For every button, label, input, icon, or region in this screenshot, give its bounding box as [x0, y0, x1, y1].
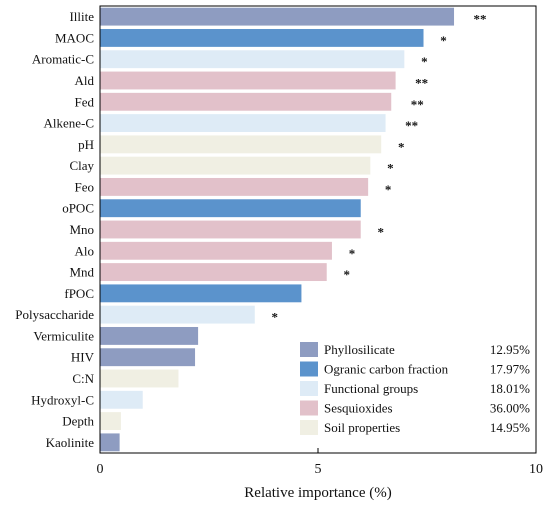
legend-share: 36.00%: [490, 401, 530, 416]
category-label: Hydroxyl-C: [31, 392, 94, 407]
category-label: Vermiculite: [33, 328, 94, 343]
bar-ph: [100, 135, 382, 154]
legend-label: Soil properties: [324, 420, 400, 435]
legend-label: Phyllosilicate: [324, 342, 395, 357]
x-tick-label: 5: [315, 462, 322, 477]
bar-fpoc: [100, 284, 302, 303]
bar-depth: [100, 412, 121, 431]
legend-swatch: [300, 381, 318, 396]
category-label: Feo: [75, 179, 95, 194]
category-label: Aromatic-C: [32, 52, 94, 67]
legend: Phyllosilicate 12.95% Ogranic carbon fract…: [300, 342, 530, 435]
legend-label: Ogranic carbon fraction: [324, 362, 449, 377]
category-label: fPOC: [64, 286, 94, 301]
x-axis-title: Relative importance (%): [244, 485, 391, 501]
bar-c-n: [100, 369, 179, 388]
bar-feo: [100, 177, 369, 196]
significance-mark: *: [343, 267, 350, 282]
category-label: Mnd: [69, 265, 94, 280]
bar-aromatic-c: [100, 50, 405, 69]
category-labels: Illite MAOC Aromatic-C Ald Fed Alkene-C pH Clay…: [15, 9, 94, 450]
legend-share: 17.97%: [490, 362, 530, 377]
legend-swatch: [300, 400, 318, 416]
category-label: Polysaccharide: [15, 307, 94, 322]
bars-layer: [100, 7, 455, 452]
significance-marks: *****************: [272, 12, 487, 325]
significance-mark: *: [421, 54, 428, 69]
category-label: Alkene-C: [43, 116, 94, 131]
category-label: C:N: [72, 371, 94, 386]
significance-mark: *: [349, 246, 356, 261]
category-label: MAOC: [55, 30, 94, 45]
bar-opoc: [100, 199, 361, 218]
legend-swatch: [300, 342, 318, 357]
x-axis-ticks: 0 5 10: [97, 448, 543, 477]
category-label: HIV: [71, 350, 95, 365]
bar-fed: [100, 92, 392, 111]
legend-share: 14.95%: [490, 420, 530, 435]
bar-polysaccharide: [100, 305, 255, 324]
bar-vermiculite: [100, 326, 199, 345]
bar-mnd: [100, 263, 327, 282]
bar-maoc: [100, 28, 424, 47]
bar-hydroxyl-c: [100, 390, 143, 409]
bar-alkene-c: [100, 114, 386, 133]
category-label: Alo: [75, 243, 95, 258]
significance-mark: *: [440, 33, 447, 48]
category-label: Mno: [69, 222, 94, 237]
category-label: Fed: [75, 94, 95, 109]
legend-swatch: [300, 420, 318, 435]
legend-share: 12.95%: [490, 342, 530, 357]
legend-share: 18.01%: [490, 381, 530, 396]
bar-illite: [100, 7, 455, 26]
category-label: Kaolinite: [46, 435, 95, 450]
significance-mark: **: [474, 12, 487, 27]
legend-swatch: [300, 361, 318, 377]
x-tick-label: 0: [97, 462, 104, 477]
bar-ald: [100, 71, 396, 90]
category-label: pH: [78, 137, 94, 152]
bar-alo: [100, 241, 332, 260]
bar-mno: [100, 220, 361, 239]
legend-label: Sesquioxides: [324, 401, 393, 416]
significance-mark: **: [405, 118, 418, 133]
significance-mark: *: [398, 139, 405, 154]
category-label: Illite: [69, 9, 94, 24]
legend-label: Functional groups: [324, 381, 418, 396]
significance-mark: *: [385, 182, 392, 197]
significance-mark: **: [411, 97, 424, 112]
significance-mark: *: [387, 161, 394, 176]
significance-mark: *: [377, 225, 384, 240]
x-tick-label: 10: [529, 462, 543, 477]
category-label: Clay: [69, 158, 94, 173]
category-label: oPOC: [62, 201, 94, 216]
significance-mark: **: [415, 76, 428, 91]
bar-clay: [100, 156, 371, 175]
category-label: Depth: [62, 414, 94, 429]
category-label: Ald: [75, 73, 95, 88]
significance-mark: *: [272, 310, 279, 325]
bar-hiv: [100, 348, 196, 367]
bar-kaolinite: [100, 433, 120, 452]
